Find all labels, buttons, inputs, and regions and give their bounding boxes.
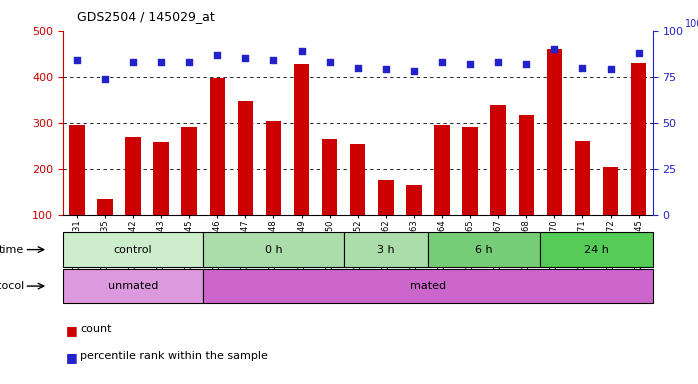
Text: control: control (114, 245, 152, 255)
Text: 3 h: 3 h (377, 245, 394, 255)
Bar (97, 199, 112, 215)
Text: 6 h: 6 h (475, 245, 493, 255)
Point (156, 59, 167, 65)
Point (521, 61, 532, 67)
Point (71, 57, 82, 63)
Point (408, 68, 419, 74)
Bar (343, 232, 428, 267)
Bar (203, 232, 343, 267)
Text: 24 h: 24 h (584, 245, 609, 255)
Bar (63, 232, 203, 267)
Point (128, 59, 139, 65)
Point (549, 46, 560, 52)
Bar (237, 101, 253, 215)
Text: 0 h: 0 h (265, 245, 282, 255)
Bar (63, 269, 203, 303)
Text: mated: mated (410, 281, 446, 291)
Point (211, 51, 223, 58)
Bar (428, 232, 540, 267)
Point (633, 50, 644, 56)
Point (493, 59, 504, 65)
Point (324, 59, 335, 65)
Bar (154, 142, 169, 215)
Point (436, 59, 447, 65)
Bar (519, 114, 534, 215)
Point (464, 61, 475, 67)
Bar (491, 105, 506, 215)
Bar (434, 125, 450, 215)
Text: percentile rank within the sample: percentile rank within the sample (80, 351, 268, 361)
Text: ■: ■ (66, 324, 78, 338)
Text: protocol: protocol (0, 281, 24, 291)
Bar (406, 185, 422, 215)
Bar (266, 121, 281, 215)
Point (605, 66, 616, 73)
Point (184, 59, 195, 65)
Bar (350, 144, 366, 215)
Bar (547, 49, 562, 215)
Bar (574, 141, 590, 215)
Bar (462, 127, 478, 215)
Bar (603, 167, 618, 215)
Bar (69, 125, 84, 215)
Bar (203, 269, 653, 303)
Bar (540, 232, 653, 267)
Text: GDS2504 / 145029_at: GDS2504 / 145029_at (77, 10, 214, 23)
Bar (631, 63, 646, 215)
Point (99, 76, 110, 82)
Point (240, 55, 251, 61)
Point (352, 65, 363, 71)
Bar (294, 64, 309, 215)
Text: ■: ■ (66, 351, 78, 364)
Bar (181, 127, 197, 215)
Point (296, 48, 307, 54)
Text: time: time (0, 245, 24, 255)
Text: unmated: unmated (108, 281, 158, 291)
Text: 100%: 100% (685, 19, 698, 29)
Bar (209, 78, 225, 215)
Point (577, 65, 588, 71)
Bar (126, 137, 141, 215)
Point (268, 57, 279, 63)
Bar (322, 139, 337, 215)
Point (380, 66, 392, 73)
Text: count: count (80, 324, 112, 334)
Bar (378, 180, 394, 215)
